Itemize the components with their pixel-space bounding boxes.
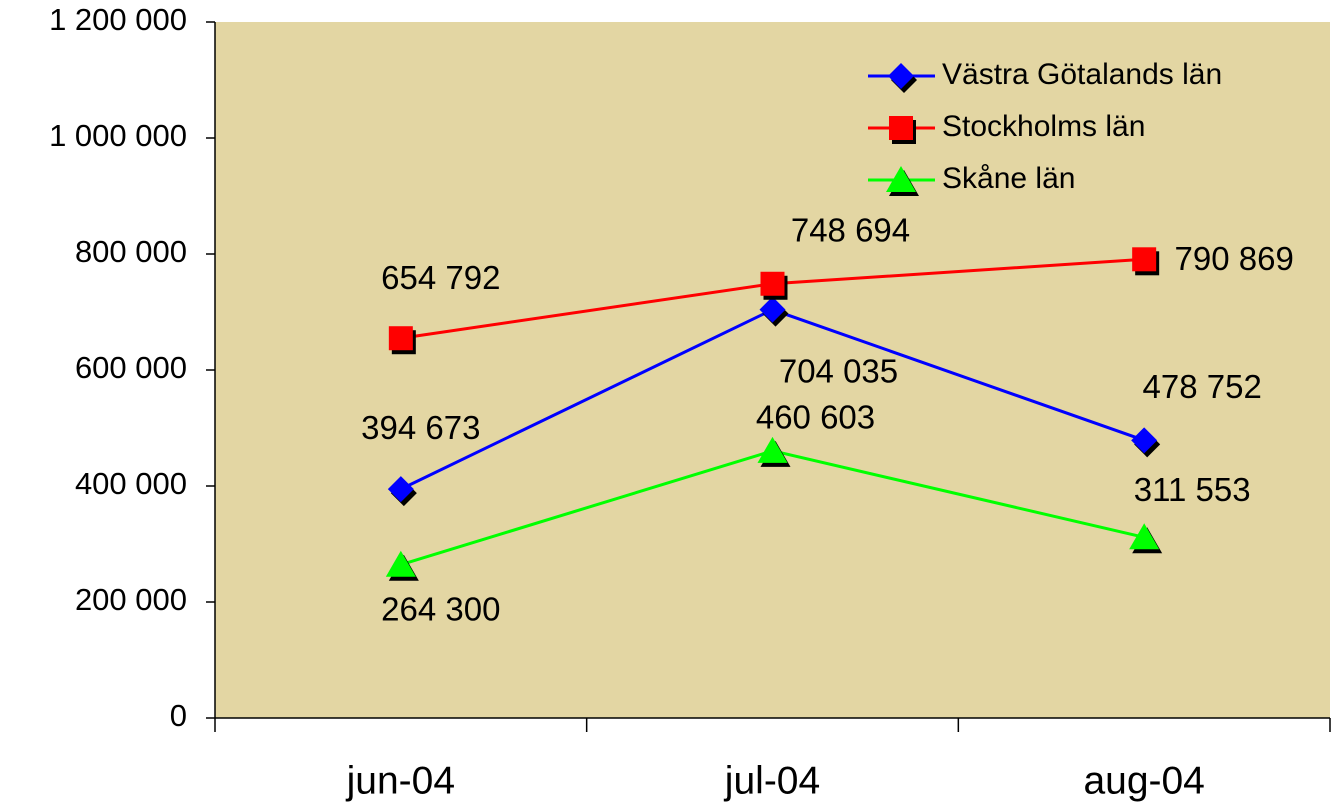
x-tick-label: jun-04: [346, 759, 455, 802]
data-label: 704 035: [779, 352, 898, 389]
data-label: 478 752: [1143, 368, 1262, 405]
data-point: [757, 436, 788, 463]
plot-area: [215, 22, 1330, 718]
legend-marker: [886, 166, 916, 192]
data-point: [385, 550, 416, 577]
data-label: 460 603: [756, 399, 875, 436]
data-point: [1129, 523, 1160, 550]
y-tick-label: 0: [170, 698, 187, 733]
y-tick-label: 800 000: [75, 234, 187, 269]
data-label: 790 869: [1175, 240, 1294, 277]
x-tick-label: aug-04: [1083, 759, 1204, 802]
legend-label: Skåne län: [942, 162, 1075, 195]
legend-label: Stockholms län: [942, 110, 1145, 143]
y-tick-label: 1 200 000: [49, 2, 187, 37]
y-tick-label: 600 000: [75, 350, 187, 385]
data-point: [759, 296, 786, 323]
data-point: [1131, 427, 1158, 454]
data-point: [760, 271, 785, 296]
data-point: [388, 326, 413, 351]
data-label: 748 694: [791, 211, 910, 248]
legend-label: Västra Götalands län: [942, 58, 1222, 91]
data-label: 654 792: [381, 259, 500, 296]
data-label: 311 553: [1134, 471, 1251, 508]
x-tick-label: jul-04: [724, 759, 820, 802]
data-point: [387, 476, 414, 503]
y-tick-label: 400 000: [75, 466, 187, 501]
data-label: 264 300: [381, 590, 500, 627]
y-tick-label: 1 000 000: [49, 118, 187, 153]
legend-marker: [889, 116, 913, 140]
legend-marker: [888, 63, 914, 89]
data-label: 394 673: [361, 409, 480, 446]
y-tick-label: 200 000: [75, 582, 187, 617]
data-point: [1132, 247, 1157, 272]
